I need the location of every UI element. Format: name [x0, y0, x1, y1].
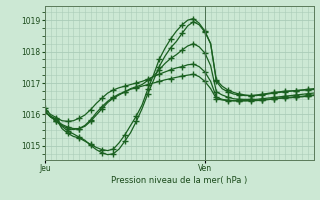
X-axis label: Pression niveau de la mer( hPa ): Pression niveau de la mer( hPa ): [111, 176, 247, 185]
